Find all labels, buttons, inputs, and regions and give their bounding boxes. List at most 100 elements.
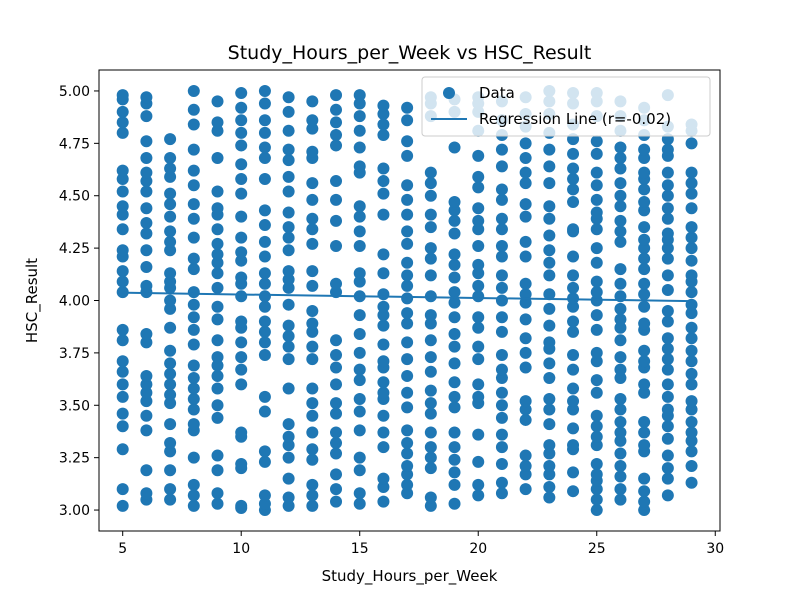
data-point xyxy=(164,445,177,458)
data-point xyxy=(519,250,532,263)
data-point xyxy=(330,116,343,129)
data-point xyxy=(140,135,153,148)
data-point xyxy=(258,152,271,165)
data-point xyxy=(282,340,295,353)
data-point xyxy=(543,269,556,282)
y-axis-ticks: 3.00 3.25 3.50 3.75 4.00 4.25 4.50 4.75 5.00 xyxy=(59,84,99,519)
data-point xyxy=(116,89,129,102)
data-point xyxy=(448,453,461,466)
data-point xyxy=(495,386,508,399)
data-point xyxy=(306,122,319,135)
data-point xyxy=(330,348,343,361)
data-point xyxy=(377,472,390,485)
data-point xyxy=(187,84,200,97)
data-point xyxy=(448,426,461,439)
data-point xyxy=(164,267,177,280)
data-point xyxy=(519,460,532,473)
data-point xyxy=(543,418,556,431)
data-point xyxy=(685,434,698,447)
data-point xyxy=(377,441,390,454)
data-point xyxy=(377,128,390,141)
data-point xyxy=(590,242,603,255)
x-tick-label: 5 xyxy=(118,541,127,557)
data-point xyxy=(353,141,366,154)
data-point xyxy=(258,277,271,290)
data-point xyxy=(661,378,674,391)
legend-marker-data xyxy=(443,87,455,99)
data-point xyxy=(448,441,461,454)
data-point xyxy=(258,348,271,361)
data-point xyxy=(116,390,129,403)
data-point xyxy=(424,269,437,282)
data-point xyxy=(472,478,485,491)
data-point xyxy=(377,99,390,112)
data-point xyxy=(377,355,390,368)
data-point xyxy=(140,386,153,399)
data-point xyxy=(614,302,627,315)
data-point xyxy=(661,342,674,355)
data-point xyxy=(235,254,248,267)
data-point xyxy=(638,196,651,209)
data-point xyxy=(282,382,295,395)
data-point xyxy=(306,453,319,466)
data-point xyxy=(116,126,129,139)
data-point xyxy=(638,152,651,165)
data-point xyxy=(472,240,485,253)
data-point xyxy=(614,214,627,227)
data-point xyxy=(448,478,461,491)
data-point xyxy=(306,443,319,456)
data-point xyxy=(614,426,627,439)
data-point xyxy=(567,183,580,196)
data-point xyxy=(661,242,674,255)
data-point xyxy=(211,95,224,108)
data-point xyxy=(685,269,698,282)
data-point xyxy=(282,105,295,118)
data-point xyxy=(258,141,271,154)
data-point xyxy=(330,334,343,347)
data-point xyxy=(235,351,248,364)
data-point xyxy=(377,118,390,131)
x-tick-label: 30 xyxy=(706,541,724,557)
data-point xyxy=(235,290,248,303)
data-point xyxy=(187,418,200,431)
data-point xyxy=(567,485,580,498)
data-point xyxy=(567,147,580,160)
data-point xyxy=(424,221,437,234)
data-point xyxy=(306,426,319,439)
data-point xyxy=(353,424,366,437)
data-point xyxy=(685,307,698,320)
data-point xyxy=(306,223,319,236)
data-point xyxy=(685,395,698,408)
data-point xyxy=(140,424,153,437)
data-point xyxy=(685,378,698,391)
data-point xyxy=(614,351,627,364)
y-tick-label: 4.75 xyxy=(59,136,90,152)
data-point xyxy=(353,346,366,359)
data-point xyxy=(685,416,698,429)
data-point xyxy=(116,200,129,213)
data-point xyxy=(519,395,532,408)
data-point xyxy=(306,325,319,338)
data-point xyxy=(211,399,224,412)
data-point xyxy=(590,409,603,422)
data-point xyxy=(401,386,414,399)
data-point xyxy=(424,441,437,454)
data-point xyxy=(661,304,674,317)
data-point xyxy=(685,242,698,255)
data-point xyxy=(448,466,461,479)
data-point xyxy=(306,489,319,502)
data-point xyxy=(519,346,532,359)
data-point xyxy=(685,426,698,439)
data-point xyxy=(590,309,603,322)
data-point xyxy=(590,493,603,506)
data-point xyxy=(235,271,248,284)
y-tick-label: 4.25 xyxy=(59,241,90,257)
data-point xyxy=(495,240,508,253)
data-point xyxy=(211,449,224,462)
data-point xyxy=(495,372,508,385)
data-point xyxy=(638,504,651,517)
data-point xyxy=(614,392,627,405)
data-point xyxy=(543,439,556,452)
data-point xyxy=(401,292,414,305)
data-point xyxy=(258,84,271,97)
